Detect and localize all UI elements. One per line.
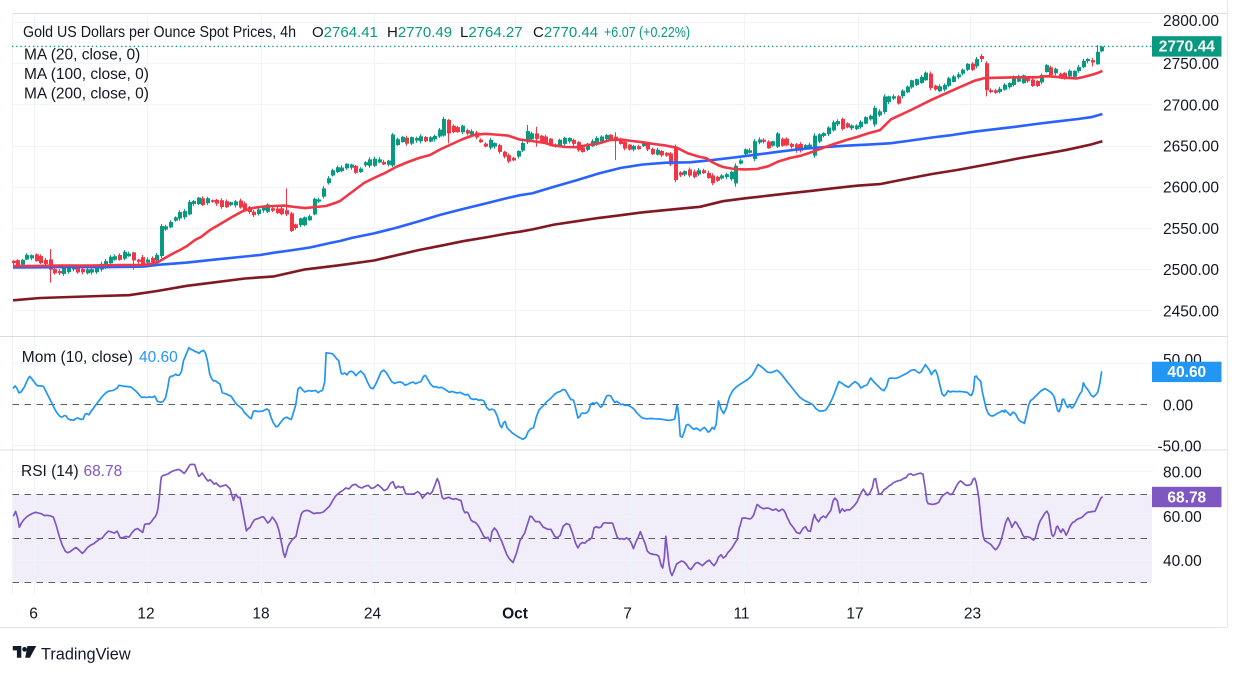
svg-text:Mom (10, close): Mom (10, close) bbox=[22, 349, 133, 366]
svg-text:-50.00: -50.00 bbox=[1158, 438, 1202, 455]
svg-text:2800.00: 2800.00 bbox=[1163, 13, 1219, 30]
svg-text:RSI (14): RSI (14) bbox=[21, 463, 79, 480]
svg-text:40.00: 40.00 bbox=[1163, 553, 1202, 570]
svg-text:2700.00: 2700.00 bbox=[1163, 97, 1219, 114]
svg-text:Gold US Dollars per Ounce Spot: Gold US Dollars per Ounce Spot Prices, 4… bbox=[23, 24, 296, 41]
svg-text:18: 18 bbox=[252, 606, 269, 623]
svg-text:60.00: 60.00 bbox=[1163, 509, 1202, 526]
svg-text:12: 12 bbox=[137, 606, 154, 623]
svg-text:2600.00: 2600.00 bbox=[1163, 180, 1219, 197]
svg-text:17: 17 bbox=[846, 606, 863, 623]
svg-text:40.60: 40.60 bbox=[1167, 364, 1206, 381]
svg-text:68.78: 68.78 bbox=[1167, 489, 1206, 506]
svg-text:2500.00: 2500.00 bbox=[1163, 262, 1219, 279]
svg-text:2770.44: 2770.44 bbox=[1159, 39, 1215, 56]
svg-text:MA (100, close, 0): MA (100, close, 0) bbox=[24, 66, 149, 83]
svg-text:2750.00: 2750.00 bbox=[1163, 56, 1219, 73]
svg-text:11: 11 bbox=[733, 606, 749, 623]
svg-text:2450.00: 2450.00 bbox=[1163, 303, 1219, 320]
svg-text:7: 7 bbox=[623, 606, 632, 623]
svg-text:Oct: Oct bbox=[502, 606, 528, 623]
svg-text:TradingView: TradingView bbox=[41, 646, 131, 664]
svg-text:MA (200, close, 0): MA (200, close, 0) bbox=[24, 86, 149, 103]
svg-text:23: 23 bbox=[964, 606, 981, 623]
svg-text:24: 24 bbox=[364, 606, 382, 623]
svg-text:2550.00: 2550.00 bbox=[1163, 221, 1219, 238]
svg-text:0.00: 0.00 bbox=[1163, 397, 1194, 414]
svg-text:68.78: 68.78 bbox=[84, 463, 123, 480]
svg-text:2650.00: 2650.00 bbox=[1163, 139, 1219, 156]
svg-text:MA (20, close, 0): MA (20, close, 0) bbox=[24, 47, 140, 64]
svg-text:80.00: 80.00 bbox=[1163, 465, 1202, 482]
svg-text:40.60: 40.60 bbox=[139, 349, 178, 366]
svg-text:6: 6 bbox=[29, 606, 38, 623]
